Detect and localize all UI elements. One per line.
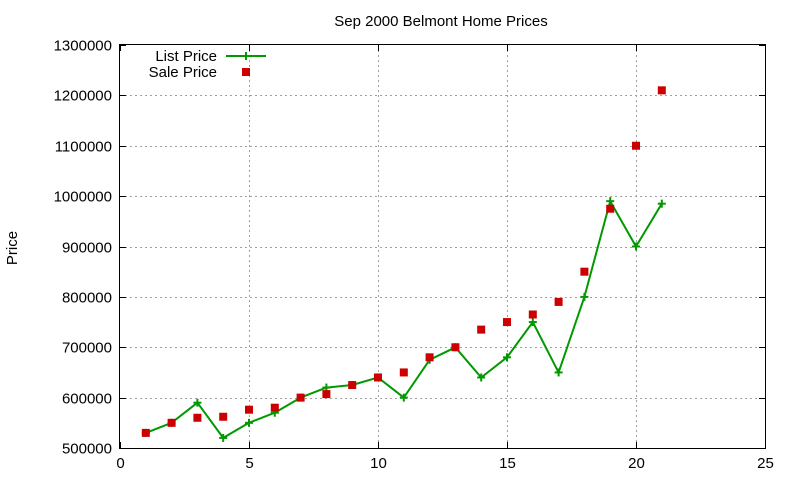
data-point-sale-price [322, 390, 331, 399]
data-point-list-price [219, 433, 228, 442]
data-point-sale-price [580, 267, 589, 276]
legend-swatch-marker [242, 52, 250, 60]
data-point-sale-price [296, 393, 305, 402]
legend-swatch-marker [242, 68, 250, 76]
chart-title: Sep 2000 Belmont Home Prices [334, 13, 547, 30]
y-tick-label: 1100000 [55, 139, 112, 156]
y-tick-label: 700000 [62, 340, 112, 357]
data-point-list-price [632, 242, 640, 251]
data-point-list-price [399, 393, 408, 402]
data-point-sale-price [374, 373, 382, 382]
data-point-sale-price [270, 403, 279, 412]
data-point-list-price [477, 373, 486, 382]
x-tick-label: 15 [499, 455, 516, 472]
data-point-sale-price [245, 405, 253, 414]
x-tick-label: 10 [370, 455, 387, 472]
data-point-sale-price [219, 412, 228, 421]
y-tick-label: 1300000 [54, 38, 112, 55]
plot-frame [119, 44, 766, 449]
data-point-sale-price [477, 325, 486, 334]
data-point-list-price [606, 197, 615, 206]
y-tick-label: 800000 [62, 290, 112, 307]
data-point-sale-price [451, 343, 460, 352]
data-point-sale-price [503, 318, 511, 327]
data-point-sale-price [399, 368, 408, 377]
grid-lines [120, 45, 765, 448]
data-point-sale-price [193, 413, 202, 422]
data-point-sale-price [528, 310, 537, 319]
x-tick-label: 0 [116, 455, 124, 472]
x-tick-label: 20 [628, 455, 645, 472]
data-point-sale-price [632, 141, 640, 150]
y-tick-label: 600000 [62, 391, 112, 408]
data-point-sale-price [425, 353, 434, 362]
data-point-sale-price [657, 86, 666, 95]
data-point-list-price [503, 353, 511, 362]
plot-area [141, 86, 666, 442]
y-tick-label: 900000 [62, 240, 112, 257]
data-point-list-price [245, 418, 253, 427]
data-point-sale-price [141, 428, 150, 437]
x-tick-label: 25 [757, 455, 774, 472]
y-axis-label: Price [4, 231, 21, 265]
data-point-list-price [657, 199, 666, 208]
y-tick-label: 1000000 [54, 189, 112, 206]
data-point-list-price [193, 398, 202, 407]
legend-label: Sale Price [149, 64, 217, 81]
axis-ticks: 500000 600000 700000 800000 900000 1000000 110… [54, 38, 774, 473]
data-point-list-price [580, 292, 589, 301]
x-tick-label: 5 [245, 455, 253, 472]
data-point-sale-price [606, 204, 615, 213]
y-tick-label: 500000 [62, 441, 112, 458]
data-point-sale-price [348, 381, 357, 390]
data-point-list-price [554, 368, 563, 377]
series-line-list-price [145, 200, 663, 439]
data-point-list-price [528, 318, 537, 327]
data-point-sale-price [167, 418, 176, 427]
legend-label: List Price [155, 48, 217, 65]
data-point-sale-price [554, 297, 563, 306]
y-tick-label: 1200000 [54, 88, 112, 105]
